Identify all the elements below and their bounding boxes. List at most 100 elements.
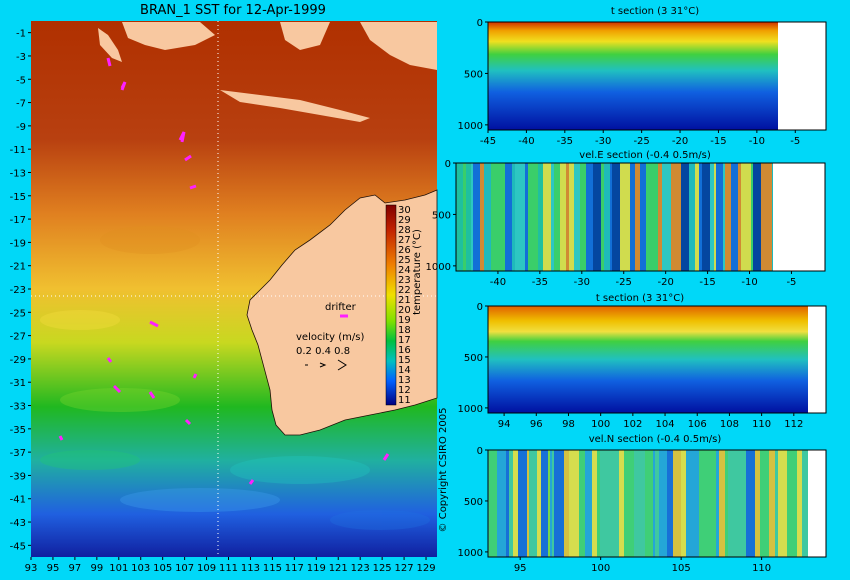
- velocity-stripe: [635, 163, 640, 271]
- map-y-tick-label: -35: [10, 425, 26, 436]
- colorbar-tick-label: 21: [398, 295, 411, 306]
- sumatra-landmass: [98, 28, 122, 62]
- section-x-tick-label: -30: [574, 277, 590, 288]
- section-x-tick-label: 110: [752, 563, 771, 574]
- section-x-tick-label: 100: [591, 563, 610, 574]
- velocity-stripe: [586, 163, 593, 271]
- velocity-stripe: [484, 163, 491, 271]
- velocity-stripe: [580, 163, 586, 271]
- velocity-stripe: [576, 163, 580, 271]
- map-title: BRAN_1 SST for 12-Apr-1999: [140, 3, 326, 18]
- velocity-stripe: [650, 163, 658, 271]
- velocity-stripe: [560, 163, 566, 271]
- velocity-stripe: [541, 450, 548, 557]
- colorbar-tick-label: 19: [398, 315, 411, 326]
- vel-n-section-ticks: 95 100 105 110 0 500 1000: [458, 446, 772, 574]
- velocity-stripe: [564, 450, 569, 557]
- vel-e-section-title: vel.E section (-0.4 0.5m/s): [579, 150, 711, 161]
- colorbar-tick-label: 16: [398, 345, 411, 356]
- vel-e-section-stripes: [457, 163, 773, 271]
- colorbar-tick-label: 20: [398, 305, 411, 316]
- section-x-tick-label: -10: [741, 277, 757, 288]
- velocity-stripe: [601, 163, 604, 271]
- colorbar-tick-label: 11: [398, 395, 411, 406]
- velocity-stripe: [471, 163, 473, 271]
- velocity-stripe: [497, 163, 505, 271]
- velocity-stripe: [491, 163, 497, 271]
- velocity-stripe: [569, 163, 574, 271]
- t-section-lat-panel: t section (3 31°C) -45 -40 -35 -30 -25 -20 -15…: [458, 6, 827, 147]
- velocity-stripe: [761, 163, 768, 271]
- velocity-stripe: [512, 163, 515, 271]
- section-y-tick-label: 1000: [458, 404, 483, 415]
- t-section-lat-frame: [487, 21, 827, 131]
- velocity-stripe: [593, 163, 601, 271]
- section-x-tick-label: 94: [498, 419, 511, 430]
- section-x-tick-label: 112: [784, 419, 803, 430]
- velocity-stripe: [592, 450, 597, 557]
- section-x-tick-label: -40: [518, 136, 534, 147]
- velocity-stripe: [785, 450, 787, 557]
- velocity-stripe: [646, 163, 650, 271]
- map-y-tick-label: -13: [10, 168, 26, 179]
- vel-e-section-land: [773, 163, 825, 271]
- velocity-stripe: [610, 450, 619, 557]
- velocity-stripe: [702, 163, 710, 271]
- velocity-stripe: [746, 450, 755, 557]
- colorbar-tick-label: 25: [398, 255, 411, 266]
- drifter-track: [112, 384, 122, 394]
- colorbar-tick-label: 22: [398, 285, 411, 296]
- velocity-stripe: [538, 163, 543, 271]
- map-x-tick-label: 129: [416, 563, 435, 574]
- colorbar-tick-label: 17: [398, 335, 411, 346]
- velocity-stripe: [731, 163, 738, 271]
- map-x-tick-label: 95: [47, 563, 60, 574]
- velocity-stripe: [569, 450, 579, 557]
- colorbar-tick-label: 29: [398, 215, 411, 226]
- colorbar-tick-label: 14: [398, 365, 411, 376]
- copyright: © Copyright CSIRO 2005: [438, 408, 449, 533]
- map-y-tick-label: -43: [10, 518, 26, 529]
- velocity-legend-label: velocity (m/s): [296, 332, 364, 343]
- velocity-stripe: [597, 450, 600, 557]
- map-x-tick-label: 127: [395, 563, 414, 574]
- t-section-lon-frame: [487, 305, 827, 414]
- section-y-tick-label: 1000: [458, 548, 483, 559]
- velocity-stripe: [686, 450, 690, 557]
- velocity-stripe: [525, 163, 528, 271]
- drifter-track: [148, 391, 156, 399]
- velocity-stripe: [741, 163, 751, 271]
- velocity-stripe: [653, 450, 655, 557]
- colorbar-label: temperature (°C): [412, 229, 423, 315]
- map-x-tick-label: 125: [373, 563, 392, 574]
- colorbar-tick-label: 26: [398, 245, 411, 256]
- velocity-stripe: [640, 163, 646, 271]
- velocity-stripe: [543, 163, 551, 271]
- velocity-stripe: [457, 163, 463, 271]
- sulawesi-landmass: [360, 22, 437, 70]
- velocity-stripe: [710, 163, 714, 271]
- velocity-stripe: [658, 163, 662, 271]
- map-y-tick-label: -19: [10, 238, 26, 249]
- t-section-lon-land: [808, 306, 826, 413]
- drifter-track: [382, 453, 390, 461]
- section-x-tick-label: 104: [656, 419, 675, 430]
- velocity-stripe: [529, 450, 537, 557]
- velocity-stripe: [600, 450, 610, 557]
- section-x-tick-label: -25: [633, 136, 649, 147]
- t-section-lon-ticks: 94 96 98 100 102 104 106 108 110 112 0 500 1000: [458, 302, 804, 430]
- section-x-tick-label: 106: [688, 419, 707, 430]
- t-section-lat-ticks: -45 -40 -35 -30 -25 -20 -15 -10 -5 0 500 1000: [458, 18, 801, 147]
- drifter-track: [192, 373, 198, 379]
- map-axis-ticks: 93 95 97 99 101 103 105 107 109 111 113 115 117 119 12…: [10, 29, 436, 574]
- drifter-track: [106, 57, 112, 67]
- section-y-tick-label: 0: [445, 159, 451, 170]
- velocity-stripe: [513, 450, 518, 557]
- drifter-track: [248, 479, 255, 485]
- velocity-stripe: [714, 163, 716, 271]
- lesser-sunda-islands: [220, 90, 370, 122]
- map-x-tick-label: 105: [153, 563, 172, 574]
- velocity-stripe: [681, 450, 686, 557]
- velocity-stripe: [566, 163, 569, 271]
- velocity-stripe: [667, 450, 673, 557]
